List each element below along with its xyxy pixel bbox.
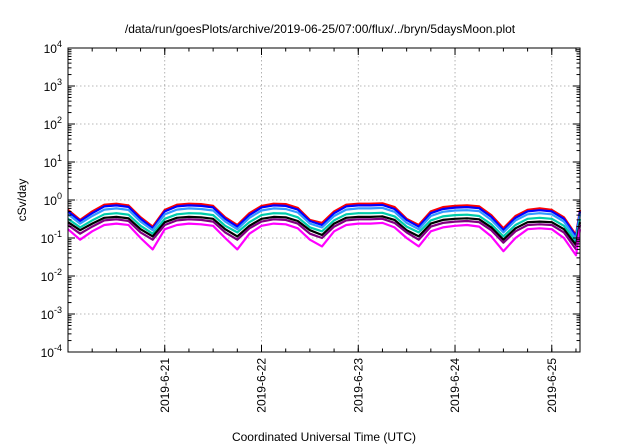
x-tick-label: 2019-6-24 bbox=[448, 358, 462, 413]
series-layer bbox=[67, 202, 582, 257]
x-tick-label: 2019-6-25 bbox=[545, 358, 559, 413]
x-tick-label: 2019-6-21 bbox=[158, 358, 172, 413]
x-tick-label: 2019-6-22 bbox=[255, 358, 269, 413]
y-tick-label: 100 bbox=[44, 191, 62, 208]
series-line-5 bbox=[67, 217, 582, 251]
y-tick-label: 10-2 bbox=[41, 267, 62, 284]
series-line-4 bbox=[67, 215, 582, 247]
y-tick-label: 10-3 bbox=[41, 305, 62, 322]
x-tick-label: 2019-6-23 bbox=[351, 358, 365, 413]
grid bbox=[68, 48, 580, 352]
y-tick-label: 101 bbox=[44, 153, 62, 170]
series-line-3 bbox=[67, 211, 582, 243]
y-tick-label: 104 bbox=[44, 39, 62, 56]
y-axis-label: cSv/day bbox=[15, 179, 29, 222]
y-tick-label: 103 bbox=[44, 77, 62, 94]
y-tick-label: 10-1 bbox=[41, 229, 62, 246]
y-axis: 10-4 10-3 10-2 10-1 100 101 102 103 104 bbox=[41, 39, 580, 360]
y-tick-label: 102 bbox=[44, 115, 62, 132]
series-line-2 bbox=[67, 206, 582, 240]
x-axis: 2019-6-21 2019-6-22 2019-6-23 2019-6-24 2019… bbox=[67, 48, 577, 413]
series-line-1 bbox=[67, 203, 582, 238]
chart-title: /data/run/goesPlots/archive/2019-06-25/0… bbox=[125, 22, 516, 36]
series-line-6 bbox=[67, 221, 582, 257]
x-axis-label: Coordinated Universal Time (UTC) bbox=[232, 430, 416, 444]
y-tick-label: 10-4 bbox=[41, 343, 62, 360]
